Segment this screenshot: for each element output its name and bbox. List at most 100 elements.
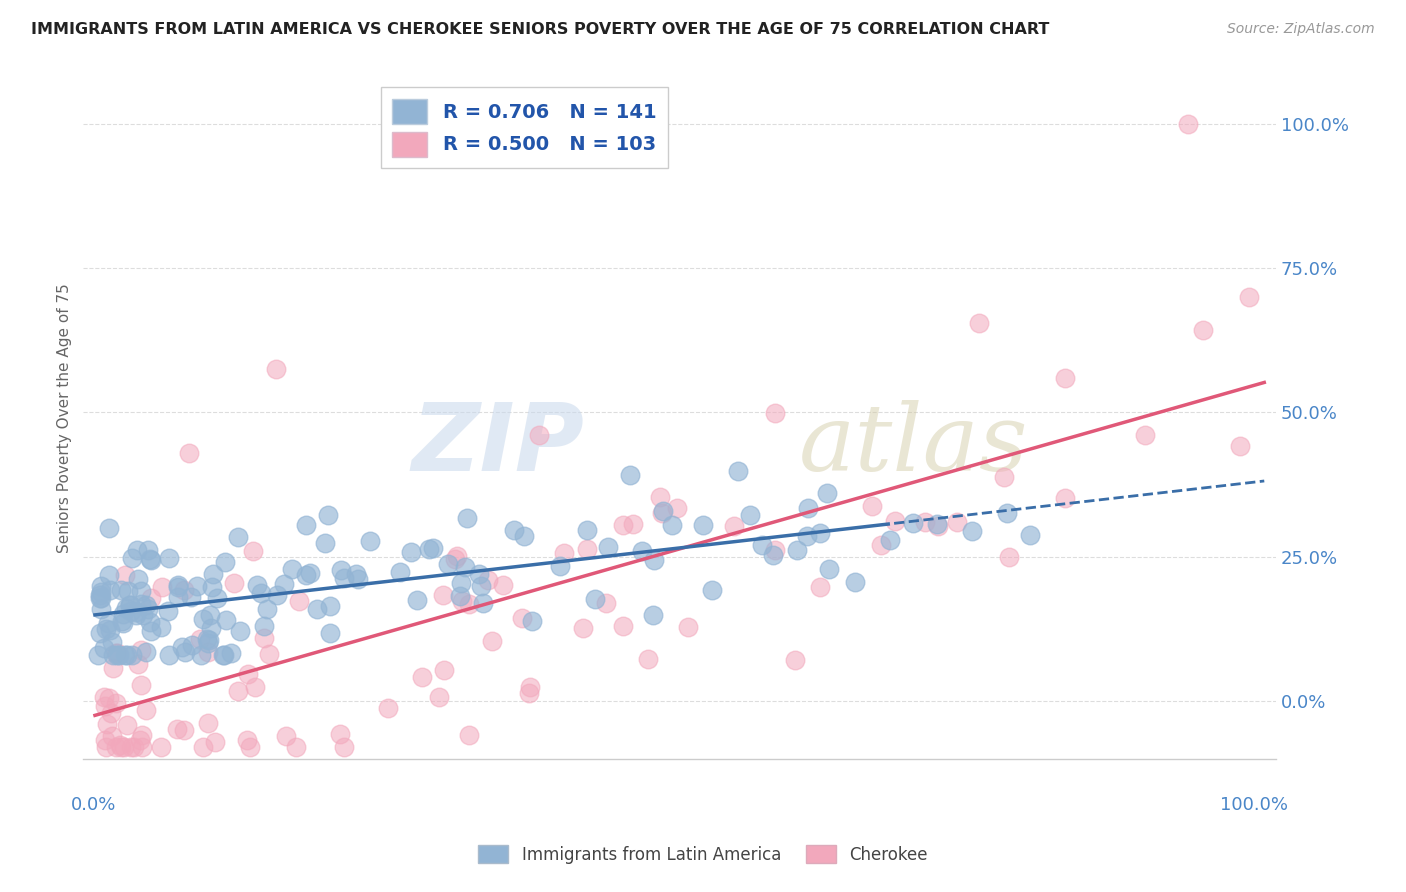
Point (243, 680, 266, 694)
Point (763, 542, 786, 557)
Point (993, 470, 1015, 484)
Point (215, 613, 238, 627)
Point (139, 615, 162, 629)
Point (529, 428, 551, 442)
Point (127, 543, 149, 558)
Point (914, 515, 936, 529)
Point (329, 727, 352, 741)
Point (727, 464, 749, 478)
Point (212, 648, 235, 662)
Point (661, 517, 683, 532)
Point (520, 614, 543, 628)
Point (150, 620, 173, 634)
Point (281, 561, 304, 575)
Point (294, 567, 316, 582)
Point (457, 728, 479, 742)
Point (1054, 491, 1077, 505)
Point (226, 684, 249, 698)
Point (188, 632, 211, 647)
Point (219, 646, 242, 660)
Point (100, 706, 122, 720)
Point (207, 591, 229, 605)
Point (513, 529, 536, 543)
Point (127, 657, 149, 671)
Point (132, 607, 155, 622)
Point (173, 583, 195, 598)
Point (468, 567, 491, 582)
Point (229, 624, 252, 638)
Point (110, 740, 132, 755)
Point (105, 740, 128, 755)
Point (121, 550, 143, 565)
Point (93, 690, 115, 704)
Point (641, 608, 664, 623)
Point (995, 506, 1018, 520)
Point (114, 648, 136, 662)
Point (481, 633, 503, 648)
Point (762, 549, 785, 563)
Point (172, 640, 194, 654)
Point (201, 580, 224, 594)
Point (285, 740, 308, 755)
Point (288, 593, 311, 607)
Text: atlas: atlas (799, 401, 1028, 491)
Point (860, 499, 883, 513)
Point (122, 740, 145, 755)
Point (111, 607, 134, 621)
Point (583, 592, 606, 607)
Point (198, 633, 221, 648)
Point (389, 565, 412, 579)
Point (796, 529, 818, 543)
Point (180, 590, 202, 604)
Point (418, 541, 440, 556)
Point (443, 552, 465, 566)
Point (738, 508, 761, 523)
Point (797, 501, 820, 516)
Point (177, 446, 200, 460)
Point (808, 526, 831, 541)
Point (676, 620, 699, 634)
Point (869, 538, 891, 552)
Point (89, 591, 111, 605)
Text: 100.0%: 100.0% (1220, 797, 1288, 814)
Point (927, 519, 949, 533)
Point (333, 571, 356, 585)
Point (294, 518, 316, 533)
Point (201, 567, 224, 582)
Point (651, 506, 673, 520)
Point (150, 580, 173, 594)
Point (575, 524, 598, 538)
Point (844, 574, 866, 589)
Point (114, 568, 136, 582)
Point (763, 406, 786, 420)
Point (96, 717, 118, 731)
Point (101, 660, 124, 674)
Point (135, 645, 157, 659)
Point (222, 576, 245, 591)
Point (925, 517, 948, 532)
Point (1053, 371, 1076, 385)
Point (136, 542, 159, 557)
Point (129, 678, 152, 692)
Point (186, 578, 208, 592)
Point (1019, 528, 1042, 542)
Point (166, 722, 188, 736)
Point (89, 584, 111, 599)
Point (648, 490, 671, 504)
Point (214, 555, 236, 569)
Point (786, 543, 808, 558)
Point (945, 515, 967, 529)
Point (492, 578, 515, 592)
Y-axis label: Seniors Poverty Over the Age of 75: Seniors Poverty Over the Age of 75 (58, 284, 72, 553)
Point (595, 596, 617, 610)
Point (156, 604, 179, 618)
Point (127, 572, 149, 586)
Point (94, 698, 117, 713)
Point (346, 572, 368, 586)
Point (131, 740, 153, 755)
Point (98, 582, 121, 597)
Point (454, 560, 477, 574)
Point (437, 557, 460, 571)
Point (157, 550, 180, 565)
Point (112, 740, 135, 755)
